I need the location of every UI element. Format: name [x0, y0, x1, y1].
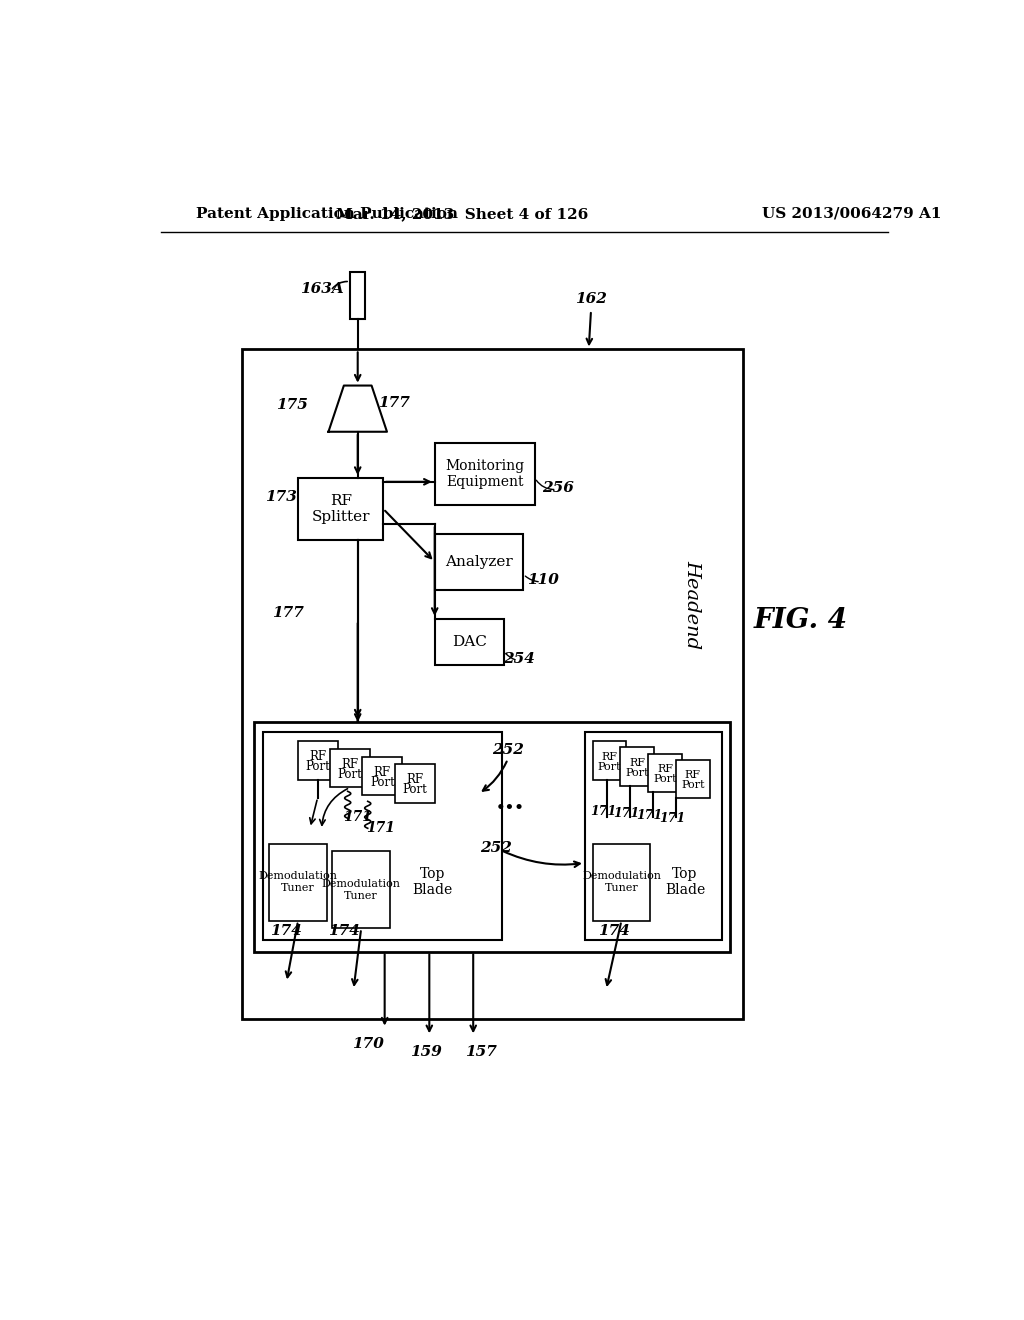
- Bar: [269, 843, 327, 921]
- Text: Port: Port: [653, 774, 677, 784]
- Text: RF
Splitter: RF Splitter: [311, 494, 370, 524]
- Text: Demodulation
Tuner: Demodulation Tuner: [258, 871, 338, 894]
- Text: Port: Port: [681, 780, 705, 791]
- Text: RF: RF: [601, 751, 617, 762]
- Text: RF: RF: [309, 750, 327, 763]
- Text: 173: 173: [265, 490, 297, 504]
- Text: Port: Port: [626, 768, 649, 777]
- Bar: [263, 733, 502, 940]
- Text: 252: 252: [480, 841, 512, 854]
- Text: RF: RF: [657, 764, 673, 774]
- Text: Port: Port: [402, 783, 427, 796]
- Bar: [435, 444, 535, 506]
- Text: RF: RF: [407, 774, 423, 787]
- Text: 175: 175: [276, 397, 308, 412]
- Bar: [394, 764, 435, 803]
- Bar: [676, 760, 710, 799]
- Bar: [435, 619, 504, 665]
- Bar: [254, 722, 730, 952]
- Text: 174: 174: [328, 924, 359, 937]
- Text: 157: 157: [465, 1044, 497, 1059]
- Text: DAC: DAC: [452, 635, 486, 649]
- Text: 163A: 163A: [300, 282, 343, 296]
- Text: 159: 159: [410, 1044, 441, 1059]
- Text: RF: RF: [629, 758, 645, 768]
- Bar: [298, 742, 338, 780]
- Bar: [350, 272, 366, 318]
- Text: 252: 252: [492, 743, 524, 756]
- Text: Top
Blade: Top Blade: [665, 867, 706, 898]
- Text: 171: 171: [367, 821, 395, 836]
- Bar: [330, 748, 370, 788]
- Text: 171: 171: [659, 812, 686, 825]
- Text: RF: RF: [341, 758, 358, 771]
- Text: 110: 110: [526, 573, 558, 587]
- Text: Port: Port: [370, 776, 394, 788]
- Text: Mar. 14, 2013  Sheet 4 of 126: Mar. 14, 2013 Sheet 4 of 126: [336, 207, 588, 220]
- Text: RF: RF: [685, 770, 700, 780]
- Text: 170: 170: [352, 1038, 384, 1051]
- Text: Demodulation
Tuner: Demodulation Tuner: [582, 871, 660, 894]
- Text: 171: 171: [590, 805, 616, 818]
- Text: Port: Port: [598, 762, 622, 772]
- Text: 171: 171: [343, 809, 372, 824]
- Bar: [362, 756, 402, 795]
- Text: 174: 174: [270, 924, 302, 937]
- Bar: [648, 754, 682, 792]
- Bar: [435, 535, 523, 590]
- Text: 162: 162: [575, 292, 607, 306]
- Text: 256: 256: [542, 480, 573, 495]
- Bar: [621, 747, 654, 785]
- Text: 254: 254: [504, 652, 536, 665]
- Text: ...: ...: [496, 788, 524, 814]
- Text: RF: RF: [374, 766, 391, 779]
- Bar: [593, 843, 650, 921]
- Text: Patent Application Publication: Patent Application Publication: [196, 207, 458, 220]
- Text: 177: 177: [378, 396, 410, 411]
- Bar: [298, 478, 383, 540]
- Text: Port: Port: [305, 760, 330, 774]
- Text: Headend: Headend: [684, 561, 701, 649]
- Bar: [243, 350, 742, 1019]
- Text: FIG. 4: FIG. 4: [754, 607, 848, 634]
- Text: 171: 171: [613, 807, 640, 820]
- Text: Demodulation
Tuner: Demodulation Tuner: [322, 879, 400, 900]
- Text: 177: 177: [272, 606, 304, 619]
- Text: Top
Blade: Top Blade: [413, 867, 453, 898]
- Text: 174: 174: [598, 924, 630, 937]
- Bar: [333, 851, 390, 928]
- Text: Monitoring
Equipment: Monitoring Equipment: [445, 459, 524, 490]
- Text: Port: Port: [338, 768, 362, 781]
- Text: Analyzer: Analyzer: [445, 554, 513, 569]
- Text: 171: 171: [636, 809, 663, 822]
- Text: US 2013/0064279 A1: US 2013/0064279 A1: [762, 207, 941, 220]
- Bar: [593, 742, 627, 780]
- Bar: [585, 733, 722, 940]
